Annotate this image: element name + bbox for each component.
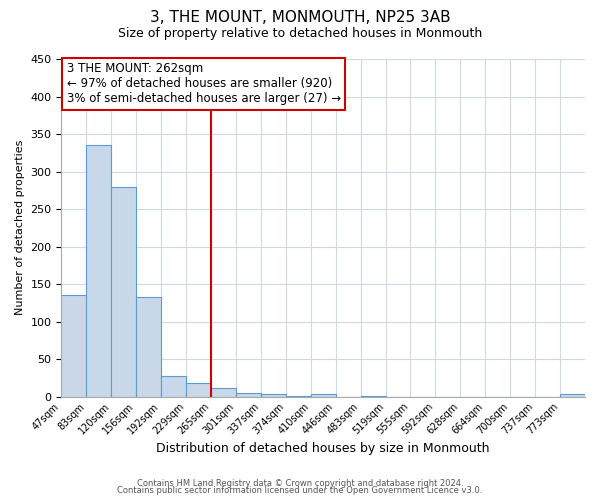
Bar xyxy=(236,393,261,396)
Bar xyxy=(261,394,286,396)
Text: Size of property relative to detached houses in Monmouth: Size of property relative to detached ho… xyxy=(118,28,482,40)
Bar xyxy=(186,383,211,396)
Bar xyxy=(560,394,585,396)
Text: Contains public sector information licensed under the Open Government Licence v3: Contains public sector information licen… xyxy=(118,486,482,495)
Bar xyxy=(161,376,186,396)
Bar xyxy=(61,296,86,396)
X-axis label: Distribution of detached houses by size in Monmouth: Distribution of detached houses by size … xyxy=(157,442,490,455)
Bar xyxy=(136,297,161,396)
Text: 3, THE MOUNT, MONMOUTH, NP25 3AB: 3, THE MOUNT, MONMOUTH, NP25 3AB xyxy=(149,10,451,25)
Bar xyxy=(86,144,111,396)
Y-axis label: Number of detached properties: Number of detached properties xyxy=(15,140,25,316)
Text: Contains HM Land Registry data © Crown copyright and database right 2024.: Contains HM Land Registry data © Crown c… xyxy=(137,478,463,488)
Bar xyxy=(111,186,136,396)
Text: 3 THE MOUNT: 262sqm
← 97% of detached houses are smaller (920)
3% of semi-detach: 3 THE MOUNT: 262sqm ← 97% of detached ho… xyxy=(67,62,341,106)
Bar xyxy=(211,388,236,396)
Bar xyxy=(311,394,335,396)
